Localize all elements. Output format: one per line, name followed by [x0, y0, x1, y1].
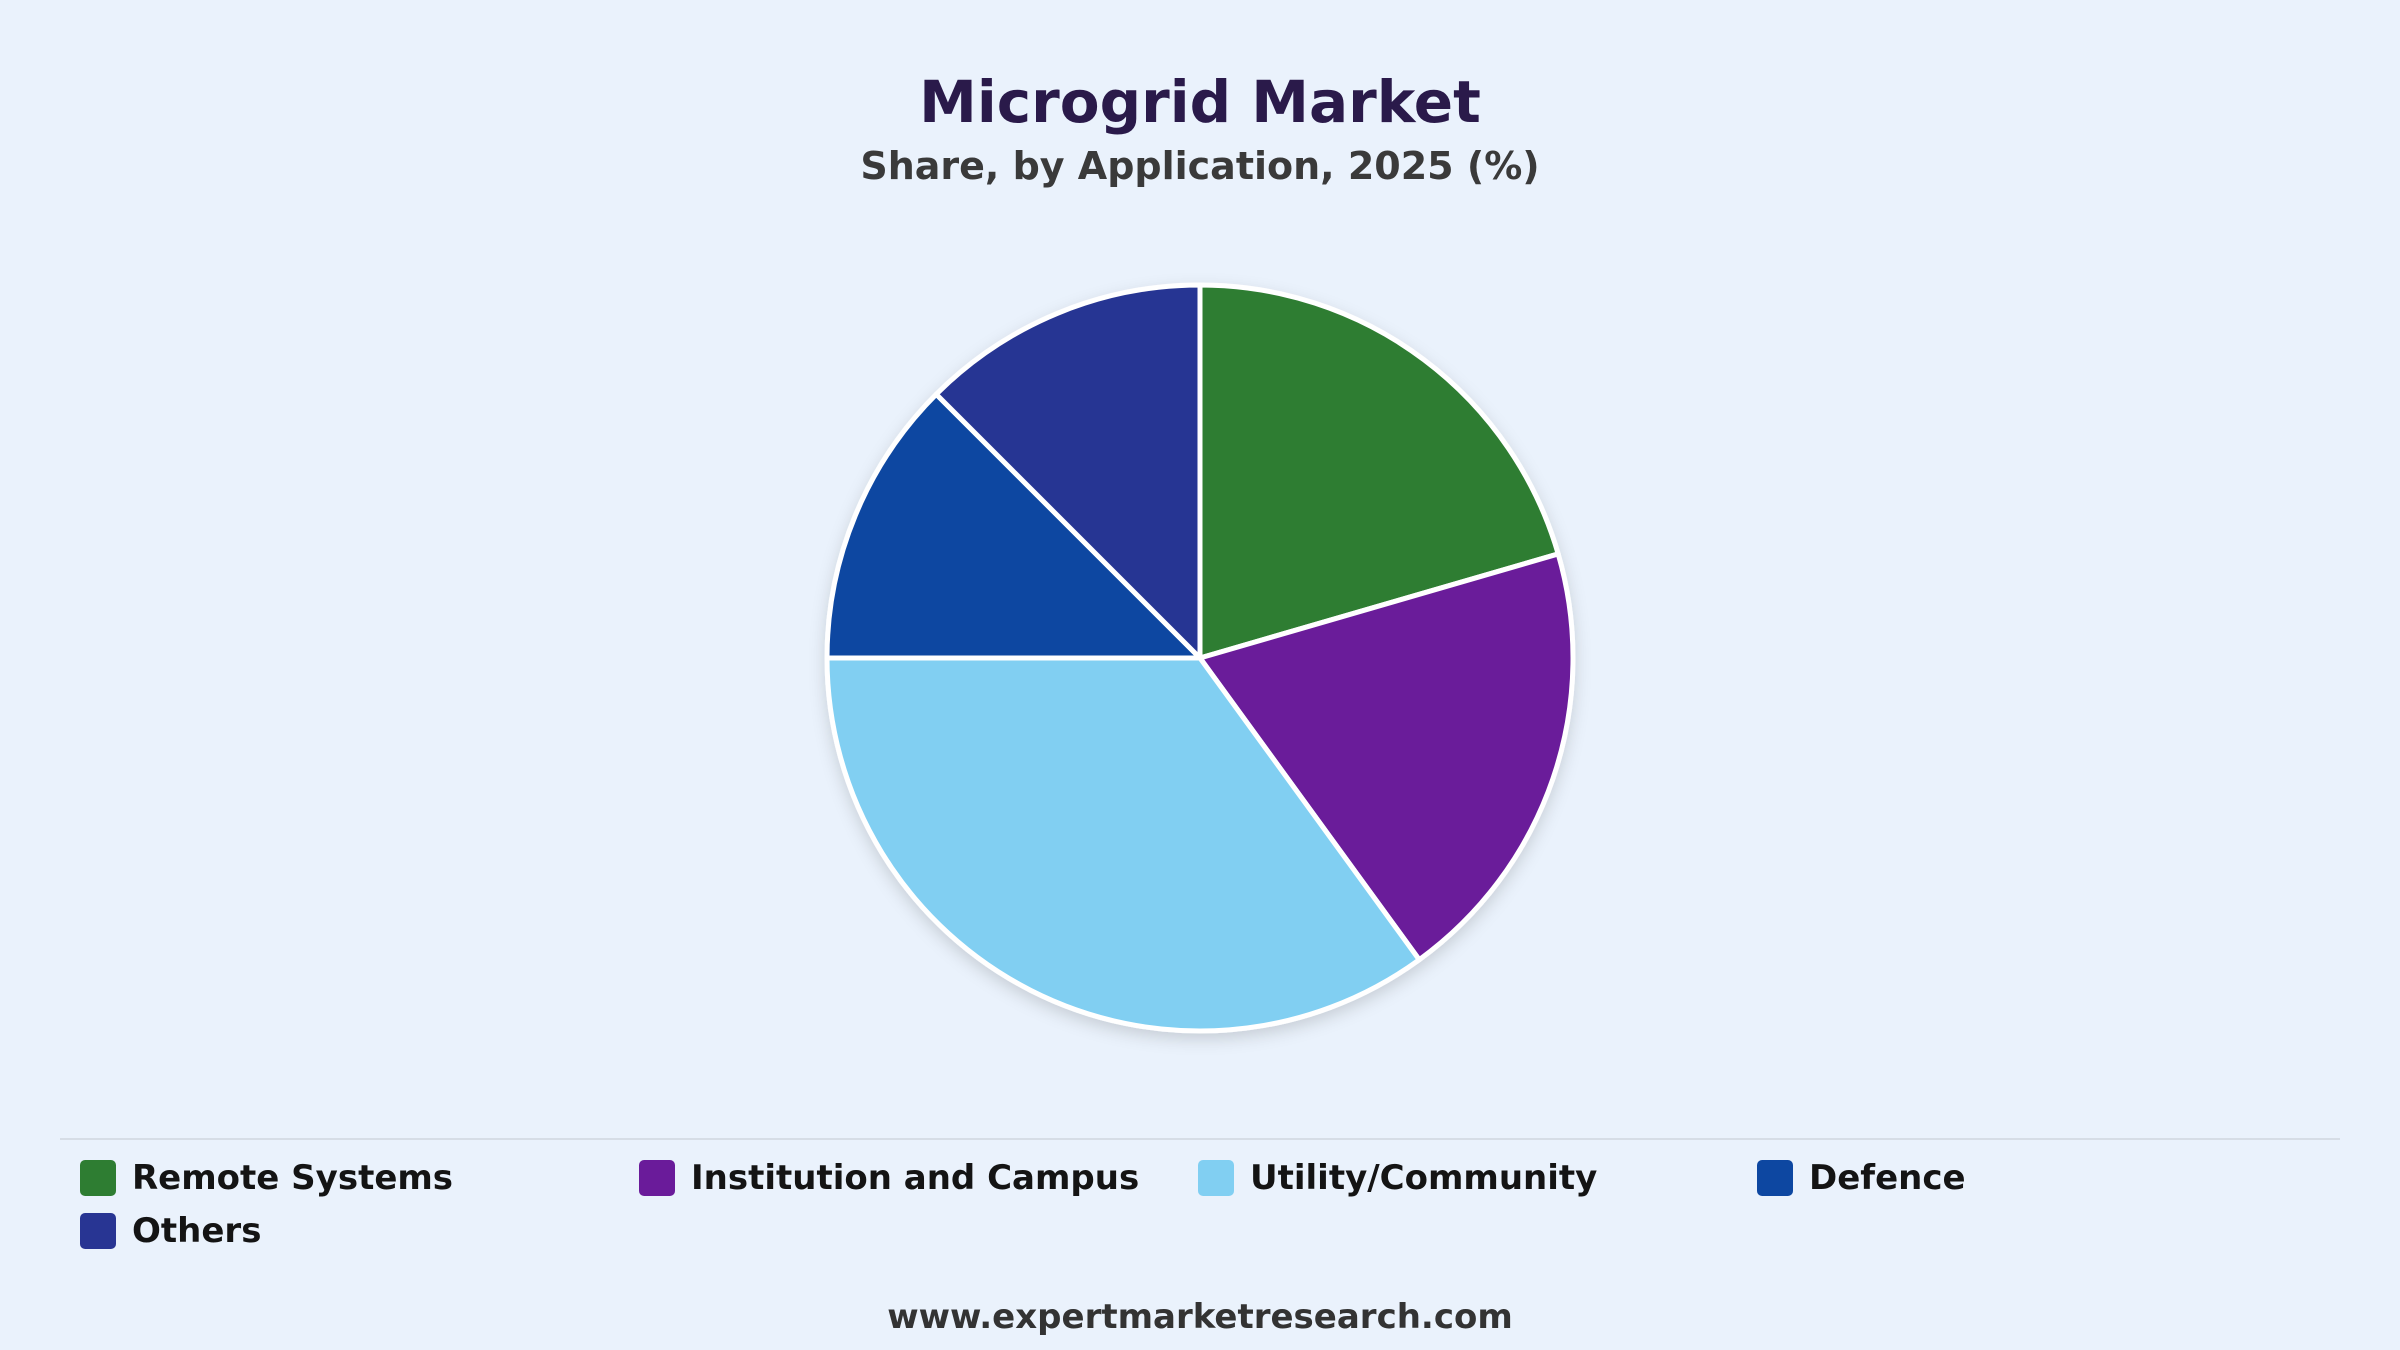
legend-label: Defence	[1809, 1158, 1966, 1198]
source-footer: www.expertmarketresearch.com	[887, 1297, 1513, 1337]
legend-swatch	[80, 1213, 116, 1249]
legend-swatch	[639, 1160, 675, 1196]
chart-subtitle: Share, by Application, 2025 (%)	[860, 144, 1540, 188]
legend-label: Utility/Community	[1250, 1158, 1598, 1198]
pie-slice-utility-community	[824, 655, 1422, 1034]
legend-label: Others	[132, 1211, 262, 1251]
legend-item-institution-and-campus: Institution and Campus	[639, 1152, 1139, 1204]
pie-slice-others	[933, 282, 1203, 661]
legend-divider	[60, 1138, 2340, 1140]
legend-swatch	[80, 1160, 116, 1196]
legend-swatch	[1198, 1160, 1234, 1196]
legend-label: Remote Systems	[132, 1158, 454, 1198]
legend-item-remote-systems: Remote Systems	[80, 1152, 453, 1204]
pie-group	[824, 282, 1576, 1034]
chart-title: Microgrid Market	[919, 68, 1481, 136]
legend-item-defence: Defence	[1757, 1152, 1966, 1204]
legend-item-utility-community: Utility/Community	[1198, 1152, 1597, 1204]
legend-label: Institution and Campus	[691, 1158, 1140, 1198]
pie-slice-remote-systems	[1197, 282, 1561, 661]
legend-swatch	[1757, 1160, 1793, 1196]
legend-item-others: Others	[80, 1205, 261, 1257]
pie-slice-institution-and-campus	[1197, 551, 1576, 963]
pie-slice-defence	[824, 391, 1203, 661]
